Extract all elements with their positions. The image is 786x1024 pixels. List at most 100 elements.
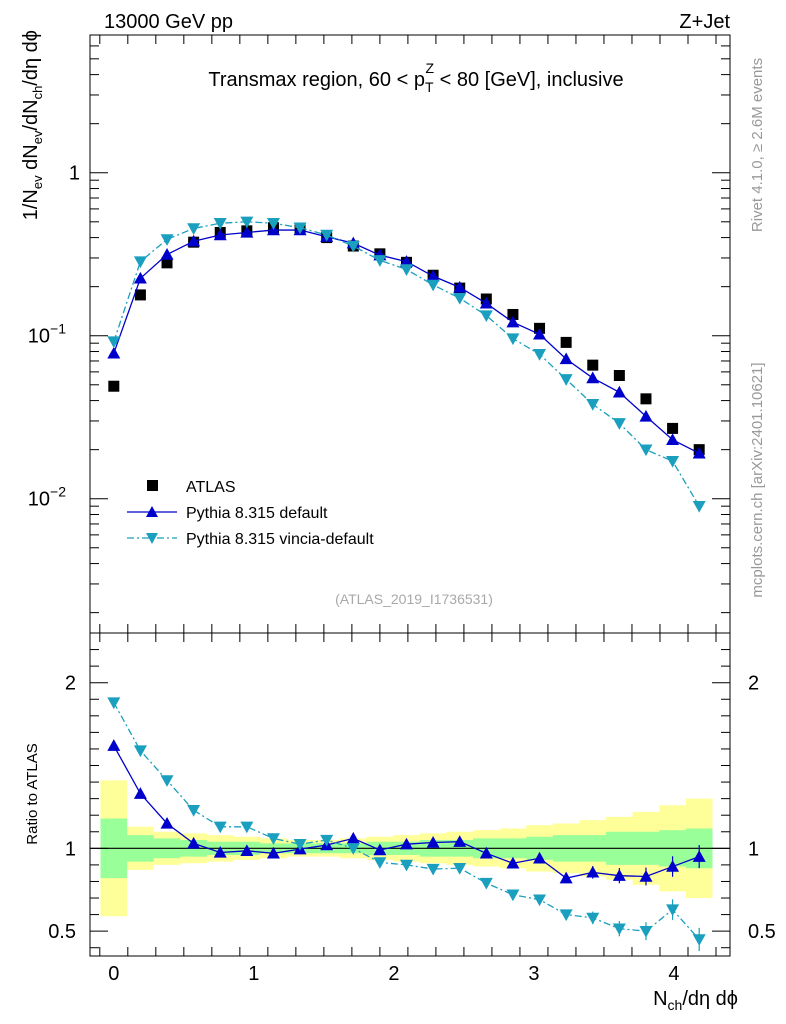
atlas-point <box>108 380 120 392</box>
x-tick-label: 2 <box>388 963 399 985</box>
vincia-point <box>187 223 201 235</box>
ratio-vincia-point <box>373 857 387 869</box>
ratio-vincia-point <box>426 863 440 876</box>
ratio-default-point <box>107 739 121 751</box>
default-point <box>453 280 467 293</box>
default-point <box>479 296 493 309</box>
default-point <box>586 371 600 384</box>
ratio-vincia-point <box>612 923 626 936</box>
upper-y-ticks: 1 10−1 10−2 <box>28 34 730 614</box>
ratio-default-point <box>479 846 493 859</box>
vincia-point <box>479 310 493 323</box>
legend: ATLAS Pythia 8.315 default Pythia 8.315 … <box>127 479 374 548</box>
default-point <box>426 269 440 282</box>
vincia-point <box>399 264 413 276</box>
legend-label-vincia: Pythia 8.315 vincia-default <box>186 531 374 548</box>
ratio-vincia-point <box>666 904 680 917</box>
ratio-vincia-point <box>107 697 121 710</box>
atlas-point <box>667 422 679 434</box>
x-tick-label: 1 <box>248 963 259 985</box>
series-line-vincia <box>113 221 700 507</box>
atlas-point <box>507 308 519 320</box>
vincia-point <box>692 500 706 513</box>
lower-data-layer <box>107 697 706 952</box>
ratio-default-point <box>187 836 201 849</box>
vincia-point <box>453 292 467 305</box>
upper-data-layer <box>107 216 706 513</box>
vincia-point <box>160 234 174 246</box>
y-tick-label-right: 1 <box>748 838 759 860</box>
legend-label-atlas: ATLAS <box>186 479 236 496</box>
atlas-point <box>613 370 625 382</box>
default-point <box>160 248 174 260</box>
ratio-vincia-point <box>639 925 653 938</box>
vincia-point <box>133 256 147 269</box>
ratio-vincia-point <box>160 775 174 787</box>
ratio-vincia-point <box>133 745 147 758</box>
ratio-default-point <box>426 836 440 848</box>
ratio-vincia-point <box>213 821 227 834</box>
ratio-default-point <box>559 871 573 884</box>
default-point <box>399 255 413 267</box>
atlas-point <box>161 257 173 269</box>
ratio-default-point <box>266 846 280 859</box>
y-tick-label: 1 <box>65 838 76 860</box>
ratio-default-point <box>399 837 413 850</box>
vincia-point <box>240 216 254 229</box>
ratio-default-point <box>586 865 600 878</box>
ratio-default-point <box>612 869 626 881</box>
ratio-default-point <box>639 869 653 882</box>
lower-y-axis-label: Ratio to ATLAS <box>24 743 41 844</box>
default-point <box>240 225 254 238</box>
ratio-default-point <box>213 845 227 858</box>
atlas-point <box>560 336 572 348</box>
ratio-default-point <box>692 850 706 862</box>
default-point <box>639 409 653 422</box>
vincia-point <box>346 240 360 253</box>
ratio-vincia-point <box>346 843 360 855</box>
default-point <box>612 385 626 398</box>
upper-title: Transmax region, 60 < pTZ < 80 [GeV], in… <box>208 60 623 95</box>
vincia-point <box>293 222 307 235</box>
vincia-point <box>666 455 680 468</box>
default-point <box>133 271 147 284</box>
default-point <box>533 327 547 340</box>
ratio-vincia-point <box>399 859 413 872</box>
ratio-vincia-point <box>559 909 573 922</box>
ratio-default-point <box>666 860 680 872</box>
lower-x-axis-label: Nch/dη dϕ <box>653 988 738 1013</box>
default-point <box>506 315 520 328</box>
ratio-default-point <box>533 851 547 864</box>
default-point <box>107 346 121 359</box>
vincia-point <box>426 279 440 292</box>
y-tick-label-right: 0.5 <box>748 921 776 943</box>
atlas-point <box>587 359 599 371</box>
ratio-default-point <box>240 844 254 857</box>
default-point <box>666 433 680 445</box>
vincia-point <box>320 229 334 242</box>
vincia-point <box>107 336 121 349</box>
header-energy: 13000 GeV pp <box>104 11 233 33</box>
y-tick-label: 10−1 <box>28 321 66 348</box>
default-point <box>213 228 227 241</box>
upper-watermark: (ATLAS_2019_I1736531) <box>335 591 493 607</box>
vincia-point <box>373 255 387 267</box>
ratio-vincia-point <box>266 833 280 845</box>
ratio-default-point <box>453 835 467 847</box>
y-tick-label: 10−2 <box>28 484 66 511</box>
y-tick-label: 2 <box>65 673 76 695</box>
ratio-vincia-point <box>533 894 547 907</box>
lower-panel-frame <box>89 632 731 957</box>
ratio-vincia-point <box>240 821 254 834</box>
default-point <box>559 352 573 365</box>
legend-marker-atlas <box>147 480 158 491</box>
ratio-vincia-point <box>479 877 493 890</box>
vincia-point <box>639 444 653 457</box>
x-tick-label: 0 <box>108 963 119 985</box>
ratio-vincia-point <box>453 863 467 875</box>
ratio-default-point <box>160 816 174 829</box>
ratio-vincia-point <box>320 834 334 847</box>
vincia-point <box>559 374 573 386</box>
ratio-default-point <box>506 856 520 869</box>
